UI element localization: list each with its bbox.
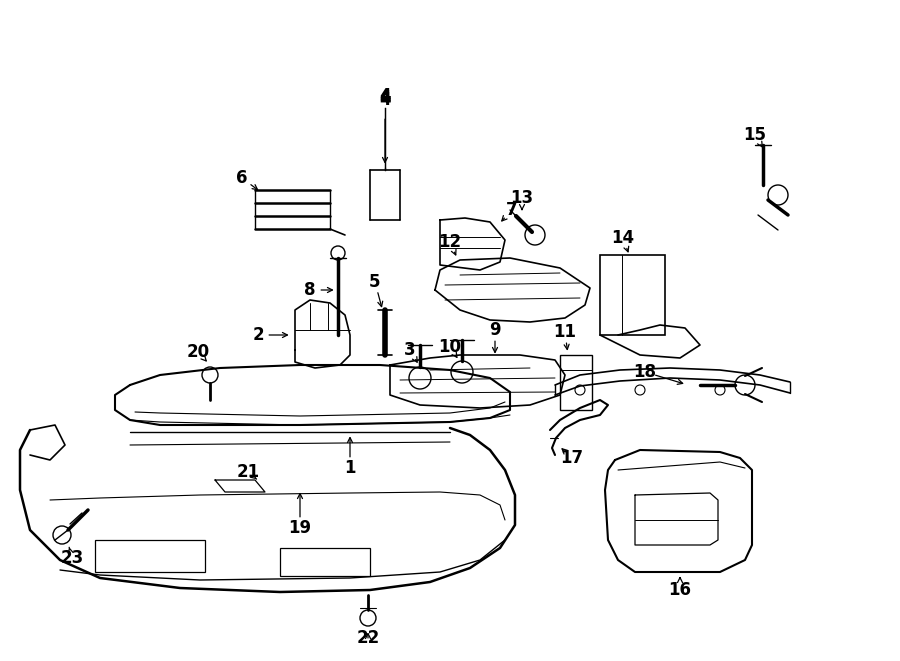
Text: 10: 10 [438,338,462,356]
Bar [560,355,592,410]
Text: 15: 15 [743,126,767,144]
Text: 21: 21 [237,463,259,481]
Text: 23: 23 [60,549,84,567]
Text: 17: 17 [561,449,583,467]
Text: 8: 8 [304,281,316,299]
Text: 14: 14 [611,229,634,247]
Text: 16: 16 [669,581,691,599]
Text: 11: 11 [554,323,577,341]
Text: 19: 19 [288,519,311,537]
Text: 1: 1 [344,459,356,477]
Bar [95,540,205,572]
Text: 4: 4 [379,89,391,107]
Bar [280,548,370,576]
Text: 5: 5 [369,273,381,291]
Text: 4: 4 [379,91,391,109]
Text: 4: 4 [379,87,391,105]
Text: 20: 20 [186,343,210,361]
Text: 12: 12 [438,233,462,251]
Text: 9: 9 [490,321,500,339]
Bar [600,255,665,335]
Text: 7: 7 [506,201,518,219]
Text: 22: 22 [356,629,380,647]
Text: 13: 13 [510,189,534,207]
Text: 2: 2 [252,326,264,344]
Text: 3: 3 [404,341,416,359]
Text: 18: 18 [634,363,656,381]
Text: 6: 6 [236,169,248,187]
